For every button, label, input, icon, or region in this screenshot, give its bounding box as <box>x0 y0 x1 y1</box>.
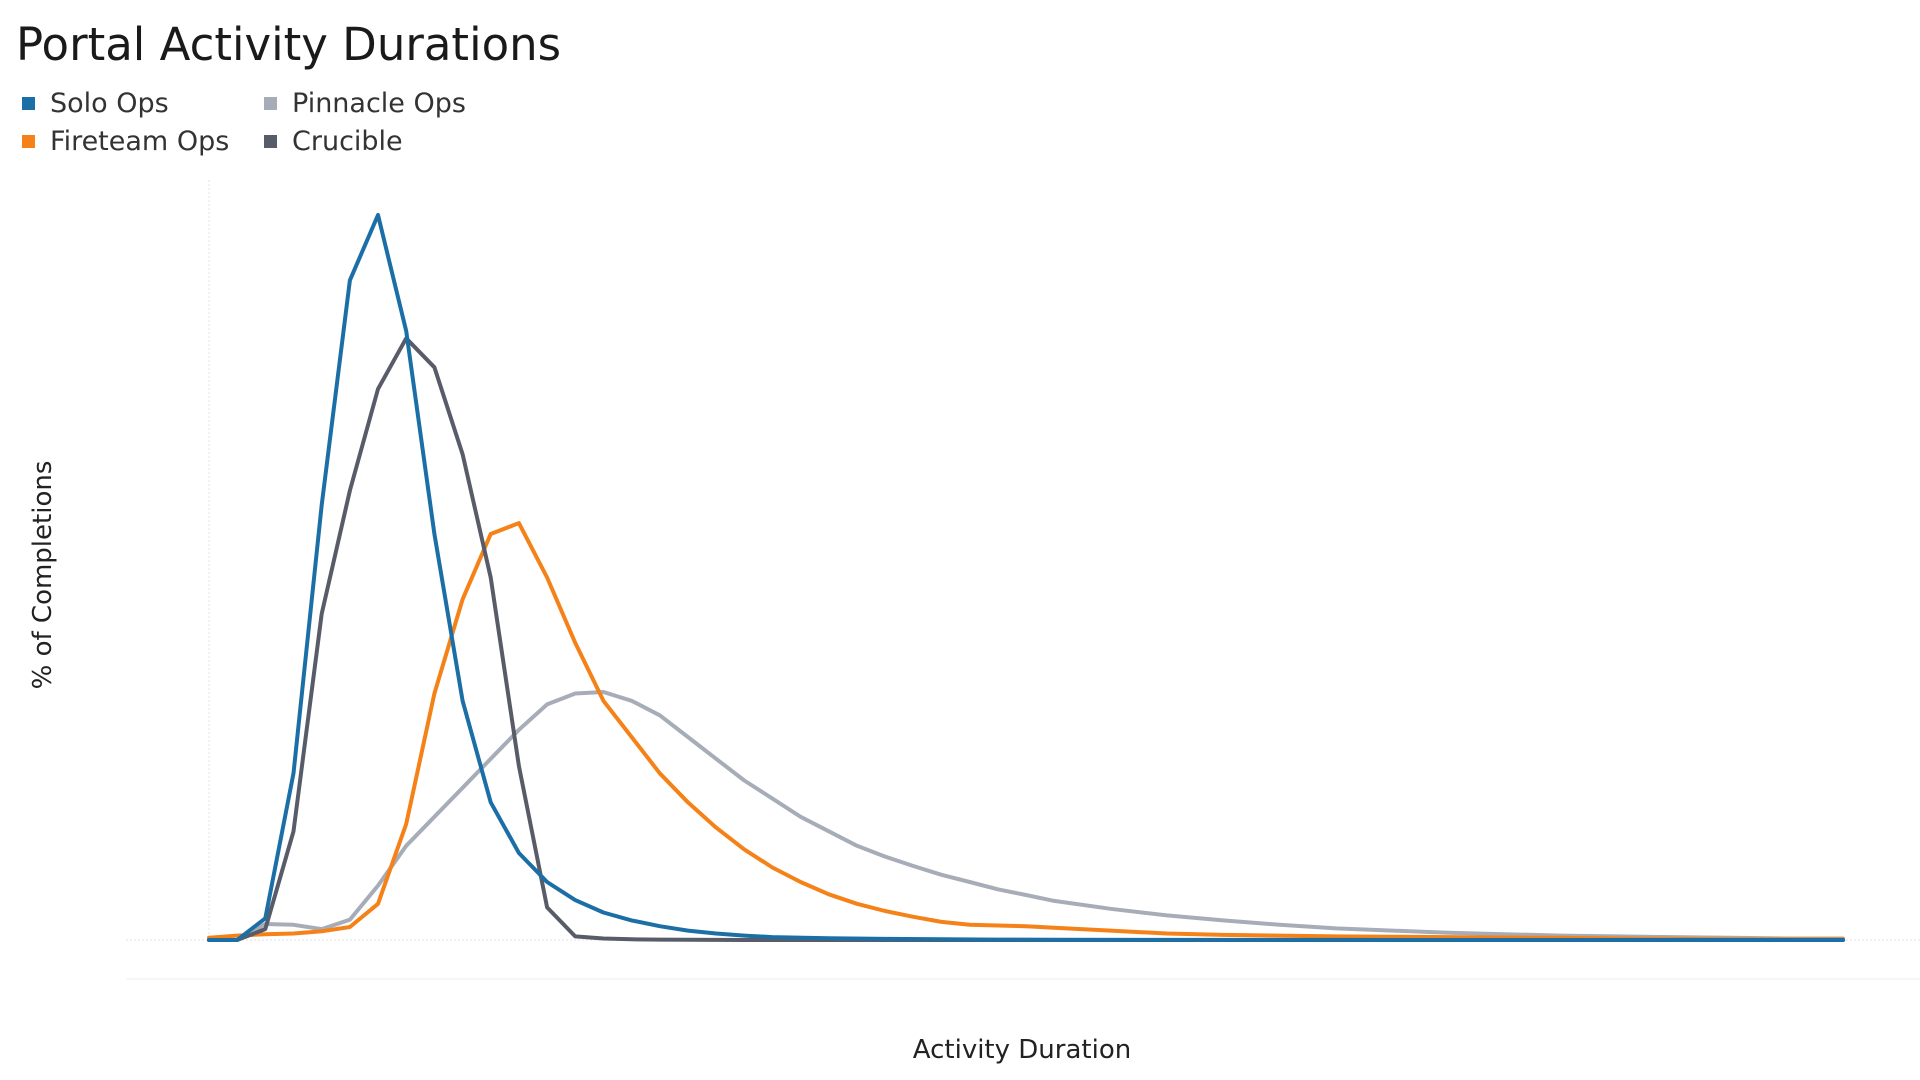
legend-item-crucible[interactable]: Crucible <box>264 126 403 157</box>
legend-item-fireteam-ops[interactable]: Fireteam Ops <box>22 126 229 157</box>
series-line-fireteam-ops[interactable] <box>207 521 1845 942</box>
legend-label-crucible: Crucible <box>292 126 403 157</box>
legend-label-solo-ops: Solo Ops <box>50 88 169 119</box>
legend-item-pinnacle-ops[interactable]: Pinnacle Ops <box>264 88 466 119</box>
chart-title: Portal Activity Durations <box>16 18 562 71</box>
x-axis-label: Activity Duration <box>912 1035 1132 1065</box>
legend-swatch-fireteam-ops <box>22 135 35 148</box>
legend-label-pinnacle-ops: Pinnacle Ops <box>292 88 466 119</box>
series-line-pinnacle-ops[interactable] <box>207 690 1845 942</box>
legend-swatch-crucible <box>264 135 277 148</box>
series-line-solo-ops[interactable] <box>207 213 1845 942</box>
legend-item-solo-ops[interactable]: Solo Ops <box>22 88 169 119</box>
series-layer <box>207 213 1845 942</box>
legend-label-fireteam-ops: Fireteam Ops <box>50 126 230 157</box>
legend-swatch-solo-ops <box>22 97 35 110</box>
legend-swatch-pinnacle-ops <box>264 97 277 110</box>
